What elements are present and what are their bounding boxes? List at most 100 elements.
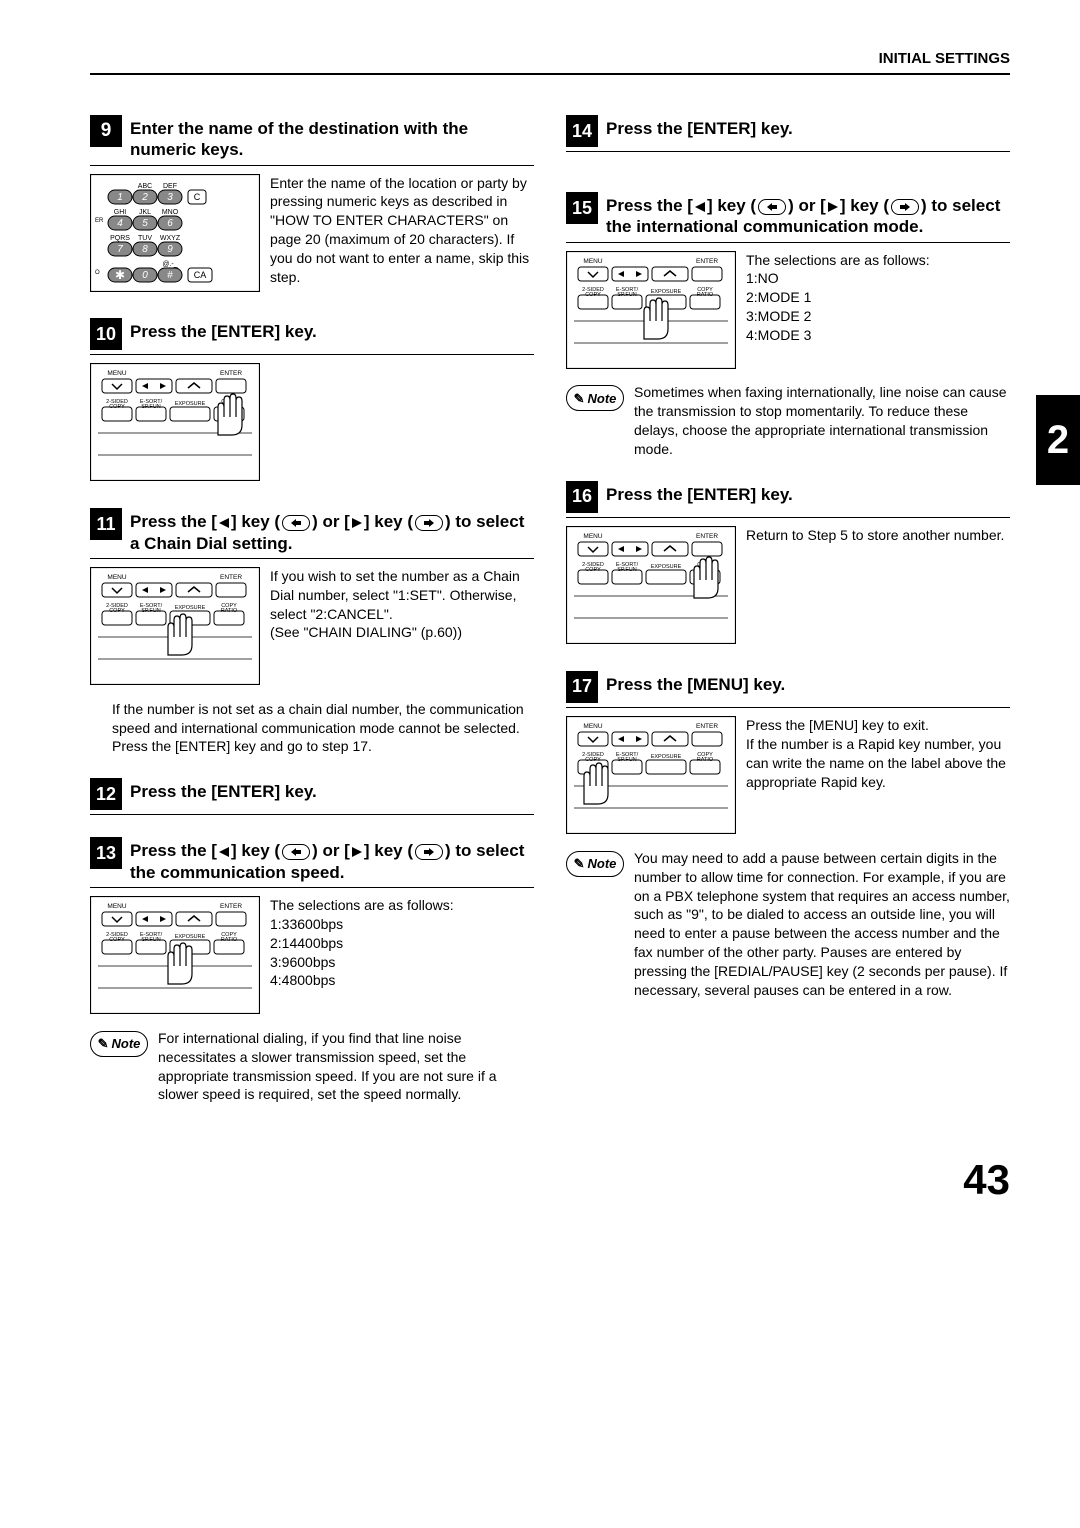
- panel-illustration: [90, 896, 260, 1019]
- page-header: INITIAL SETTINGS: [90, 50, 1010, 67]
- note-badge: ✎Note: [566, 385, 624, 411]
- note-label: Note: [588, 390, 617, 408]
- note-badge: ✎Note: [566, 851, 624, 877]
- t: ] key (: [231, 512, 280, 531]
- note-badge: ✎Note: [90, 1031, 148, 1057]
- svg-text:CA: CA: [194, 270, 207, 280]
- step-title: Press the [] key () or [] key () to sele…: [130, 508, 534, 554]
- step-number: 10: [90, 318, 122, 350]
- svg-text:MNO: MNO: [162, 209, 179, 216]
- step-text: Press the [MENU] key to exit. If the num…: [746, 716, 1010, 839]
- note-label: Note: [588, 855, 617, 873]
- svg-text:4: 4: [117, 218, 123, 229]
- svg-text:PQRS: PQRS: [110, 235, 130, 242]
- key-icon: [758, 199, 786, 215]
- pencil-icon: ✎: [574, 855, 585, 873]
- step-title: Press the [ENTER] key.: [606, 115, 793, 139]
- t: ) or [: [312, 512, 350, 531]
- t: Press the [: [606, 196, 693, 215]
- step-title: Press the [ENTER] key.: [606, 481, 793, 505]
- svg-text:9: 9: [167, 244, 173, 255]
- step-number: 15: [566, 192, 598, 224]
- step-number: 9: [90, 115, 122, 147]
- t: Press the [: [130, 512, 217, 531]
- note: ✎Note For international dialing, if you …: [90, 1029, 534, 1105]
- pencil-icon: ✎: [98, 1035, 109, 1053]
- step-9: 9 Enter the name of the destination with…: [90, 115, 534, 296]
- step-title: Enter the name of the destination with t…: [130, 115, 534, 161]
- step-15: 15 Press the [] key () or [] key () to s…: [566, 192, 1010, 459]
- note: ✎Note Sometimes when faxing internationa…: [566, 383, 1010, 459]
- panel-illustration: [90, 363, 260, 486]
- svg-text:6: 6: [167, 218, 173, 229]
- svg-text:2: 2: [141, 192, 148, 203]
- svg-text:JKL: JKL: [139, 209, 151, 216]
- svg-text:#: #: [167, 270, 173, 281]
- note: ✎Note You may need to add a pause betwee…: [566, 849, 1010, 1000]
- step-17: 17 Press the [MENU] key. Press the [MENU…: [566, 671, 1010, 1000]
- step-text: If you wish to set the number as a Chain…: [270, 567, 534, 690]
- t: ] key (: [364, 512, 413, 531]
- page-number: 43: [90, 1156, 1010, 1204]
- svg-text:TUV: TUV: [138, 235, 152, 242]
- key-icon: [891, 199, 919, 215]
- step-16: 16 Press the [ENTER] key. Return to Step…: [566, 481, 1010, 649]
- svg-text:3: 3: [167, 192, 173, 203]
- note-label: Note: [112, 1035, 141, 1053]
- svg-text:5: 5: [142, 218, 148, 229]
- svg-text:1: 1: [117, 192, 123, 203]
- step-title: Press the [MENU] key.: [606, 671, 785, 695]
- panel-illustration: [566, 251, 736, 374]
- step-12: 12 Press the [ENTER] key.: [90, 778, 534, 815]
- panel-illustration: [90, 567, 260, 690]
- pencil-icon: ✎: [574, 390, 585, 408]
- keypad-illustration: ABC DEF 1 2 3 C GHI JKL MNO 4 5 6 PQRS TUV WX…: [90, 174, 260, 297]
- step-title: Press the [] key () or [] key () to sele…: [130, 837, 534, 883]
- svg-text:WXYZ: WXYZ: [160, 235, 181, 242]
- svg-text:7: 7: [117, 244, 123, 255]
- svg-text:8: 8: [142, 244, 148, 255]
- t: ) or [: [312, 841, 350, 860]
- key-icon: [282, 844, 310, 860]
- right-column: 14 Press the [ENTER] key. 15 Press the […: [566, 115, 1010, 1126]
- svg-text:GHI: GHI: [114, 209, 127, 216]
- svg-text:C: C: [194, 192, 201, 202]
- svg-text:DEF: DEF: [163, 183, 177, 190]
- step-number: 13: [90, 837, 122, 869]
- step-text: Enter the name of the location or party …: [270, 174, 534, 297]
- t: ) or [: [788, 196, 826, 215]
- step-13: 13 Press the [] key () or [] key () to s…: [90, 837, 534, 1104]
- left-column: 9 Enter the name of the destination with…: [90, 115, 534, 1126]
- key-icon: [415, 844, 443, 860]
- panel-illustration: [566, 526, 736, 649]
- step-11: 11 Press the [] key () or [] key () to s…: [90, 508, 534, 756]
- t: ] key (: [707, 196, 756, 215]
- svg-text:0: 0: [142, 270, 148, 281]
- svg-text:✱: ✱: [115, 268, 125, 282]
- note-text: You may need to add a pause between cert…: [634, 849, 1010, 1000]
- step-number: 12: [90, 778, 122, 810]
- step-number: 11: [90, 508, 122, 540]
- key-icon: [282, 515, 310, 531]
- svg-text:@.-_: @.-_: [162, 261, 177, 268]
- svg-text:ER: ER: [95, 218, 104, 224]
- note-text: Sometimes when faxing internationally, l…: [634, 383, 1010, 459]
- step-title: Press the [] key () or [] key () to sele…: [606, 192, 1010, 238]
- step-title: Press the [ENTER] key.: [130, 778, 317, 802]
- step-10: 10 Press the [ENTER] key.: [90, 318, 534, 486]
- note-text: For international dialing, if you find t…: [158, 1029, 534, 1105]
- t: ] key (: [840, 196, 889, 215]
- step-text: The selections are as follows: 1:NO 2:MO…: [746, 251, 1010, 374]
- step-14: 14 Press the [ENTER] key.: [566, 115, 1010, 152]
- chapter-tab: 2: [1036, 395, 1080, 485]
- key-icon: [415, 515, 443, 531]
- t: Press the [: [130, 841, 217, 860]
- panel-illustration: [566, 716, 736, 839]
- step-number: 14: [566, 115, 598, 147]
- step-text: The selections are as follows: 1:33600bp…: [270, 896, 534, 1019]
- svg-text:ABC: ABC: [138, 183, 152, 190]
- step-number: 17: [566, 671, 598, 703]
- t: ] key (: [364, 841, 413, 860]
- header-rule: [90, 73, 1010, 75]
- t: ] key (: [231, 841, 280, 860]
